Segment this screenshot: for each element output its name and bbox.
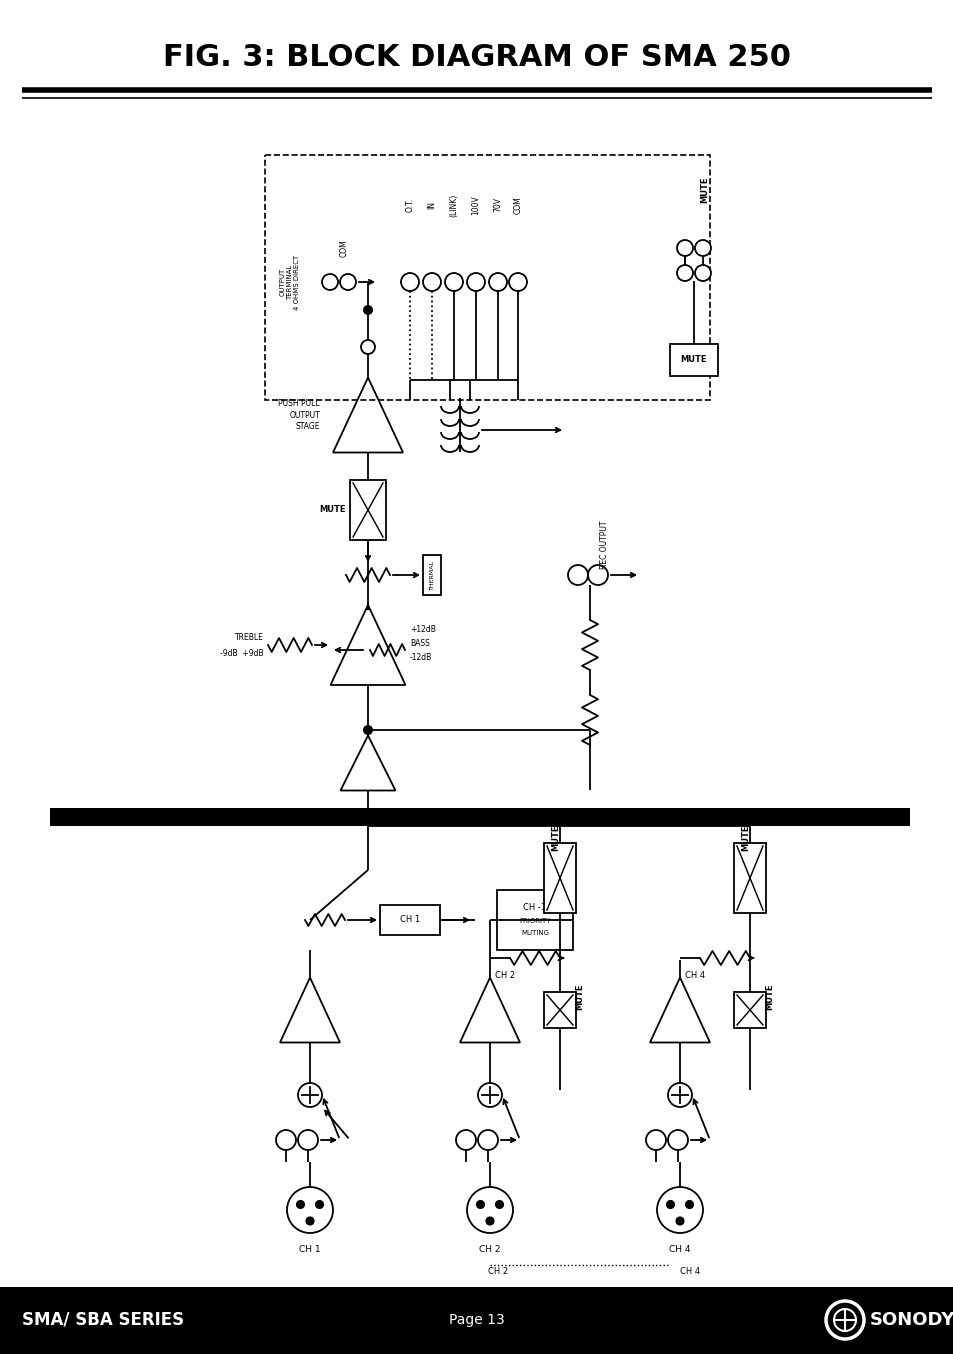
Bar — [733, 992, 765, 1028]
Bar — [543, 844, 576, 913]
Bar — [350, 481, 386, 540]
Circle shape — [667, 1131, 687, 1150]
Bar — [265, 154, 709, 399]
Text: -12dB: -12dB — [410, 654, 432, 662]
Circle shape — [509, 274, 526, 291]
Circle shape — [444, 274, 462, 291]
Circle shape — [667, 1083, 691, 1108]
Circle shape — [297, 1131, 317, 1150]
Circle shape — [296, 1201, 304, 1209]
Bar — [0, 1288, 953, 1354]
Text: CH 4: CH 4 — [679, 1267, 700, 1277]
Text: THERMAL: THERMAL — [429, 561, 434, 590]
Text: BASS: BASS — [410, 639, 430, 647]
Circle shape — [833, 1309, 855, 1331]
Text: MUTE: MUTE — [740, 825, 749, 852]
Bar — [379, 904, 439, 936]
Circle shape — [339, 274, 355, 290]
Circle shape — [695, 265, 710, 282]
Text: REC OUTPUT: REC OUTPUT — [599, 521, 609, 569]
Circle shape — [306, 1217, 314, 1225]
Text: MUTE: MUTE — [551, 825, 559, 852]
Circle shape — [315, 1201, 323, 1209]
Circle shape — [495, 1201, 503, 1209]
Text: CH 4: CH 4 — [669, 1246, 690, 1255]
Text: MUTE: MUTE — [700, 177, 709, 203]
Text: CH 2: CH 2 — [495, 971, 515, 979]
Circle shape — [657, 1187, 702, 1233]
Text: MUTE: MUTE — [680, 356, 706, 364]
Circle shape — [322, 274, 337, 290]
Circle shape — [825, 1301, 863, 1339]
Bar — [497, 890, 573, 951]
Text: 70V: 70V — [493, 198, 502, 213]
Text: OUTPUT
TERMINAL
4 OHMS DIRECT: OUTPUT TERMINAL 4 OHMS DIRECT — [279, 255, 300, 310]
Circle shape — [360, 340, 375, 353]
Text: -9dB  +9dB: -9dB +9dB — [220, 649, 264, 658]
Text: SONODYNE®: SONODYNE® — [869, 1311, 953, 1330]
Circle shape — [676, 1217, 683, 1225]
Text: TREBLE: TREBLE — [234, 632, 264, 642]
Circle shape — [677, 265, 692, 282]
Text: FIG. 3: BLOCK DIAGRAM OF SMA 250: FIG. 3: BLOCK DIAGRAM OF SMA 250 — [163, 43, 790, 73]
Circle shape — [587, 565, 607, 585]
Text: PUSH PULL
OUTPUT
STAGE: PUSH PULL OUTPUT STAGE — [278, 399, 319, 431]
Circle shape — [456, 1131, 476, 1150]
Text: PRIORITY: PRIORITY — [518, 918, 550, 923]
Circle shape — [422, 274, 440, 291]
Text: SMA/ SBA SERIES: SMA/ SBA SERIES — [22, 1311, 184, 1330]
Text: 100V: 100V — [471, 195, 480, 215]
Circle shape — [567, 565, 587, 585]
Text: CH 1: CH 1 — [399, 915, 419, 925]
Text: IN: IN — [427, 200, 436, 209]
Circle shape — [363, 305, 373, 315]
Text: CH 2: CH 2 — [488, 1267, 508, 1277]
Text: +12dB: +12dB — [410, 626, 436, 635]
Circle shape — [297, 1083, 322, 1108]
Circle shape — [645, 1131, 665, 1150]
Text: COM: COM — [513, 196, 522, 214]
Circle shape — [467, 1187, 513, 1233]
Bar — [422, 555, 440, 594]
Text: Page 13: Page 13 — [449, 1313, 504, 1327]
Text: MUTE: MUTE — [575, 983, 584, 1010]
Text: COM: COM — [339, 240, 348, 257]
Bar — [50, 808, 909, 826]
Circle shape — [400, 274, 418, 291]
Circle shape — [467, 274, 484, 291]
Circle shape — [477, 1131, 497, 1150]
Circle shape — [275, 1131, 295, 1150]
Text: MUTE: MUTE — [764, 983, 774, 1010]
Bar — [669, 344, 718, 376]
Text: CH -1: CH -1 — [523, 903, 546, 913]
Circle shape — [685, 1201, 693, 1209]
Circle shape — [489, 274, 506, 291]
Circle shape — [287, 1187, 333, 1233]
Text: MUTING: MUTING — [520, 930, 548, 936]
Circle shape — [476, 1201, 484, 1209]
Text: (LINK): (LINK) — [449, 194, 458, 217]
Circle shape — [666, 1201, 674, 1209]
Circle shape — [677, 240, 692, 256]
Circle shape — [363, 724, 373, 735]
Circle shape — [485, 1217, 494, 1225]
Text: CH 1: CH 1 — [299, 1246, 320, 1255]
Bar — [543, 992, 576, 1028]
Text: CH 2: CH 2 — [478, 1246, 500, 1255]
Bar — [733, 844, 765, 913]
Circle shape — [477, 1083, 501, 1108]
Circle shape — [695, 240, 710, 256]
Text: O.T.: O.T. — [405, 198, 414, 213]
Text: CH 4: CH 4 — [684, 971, 704, 979]
Text: MUTE: MUTE — [319, 505, 346, 515]
